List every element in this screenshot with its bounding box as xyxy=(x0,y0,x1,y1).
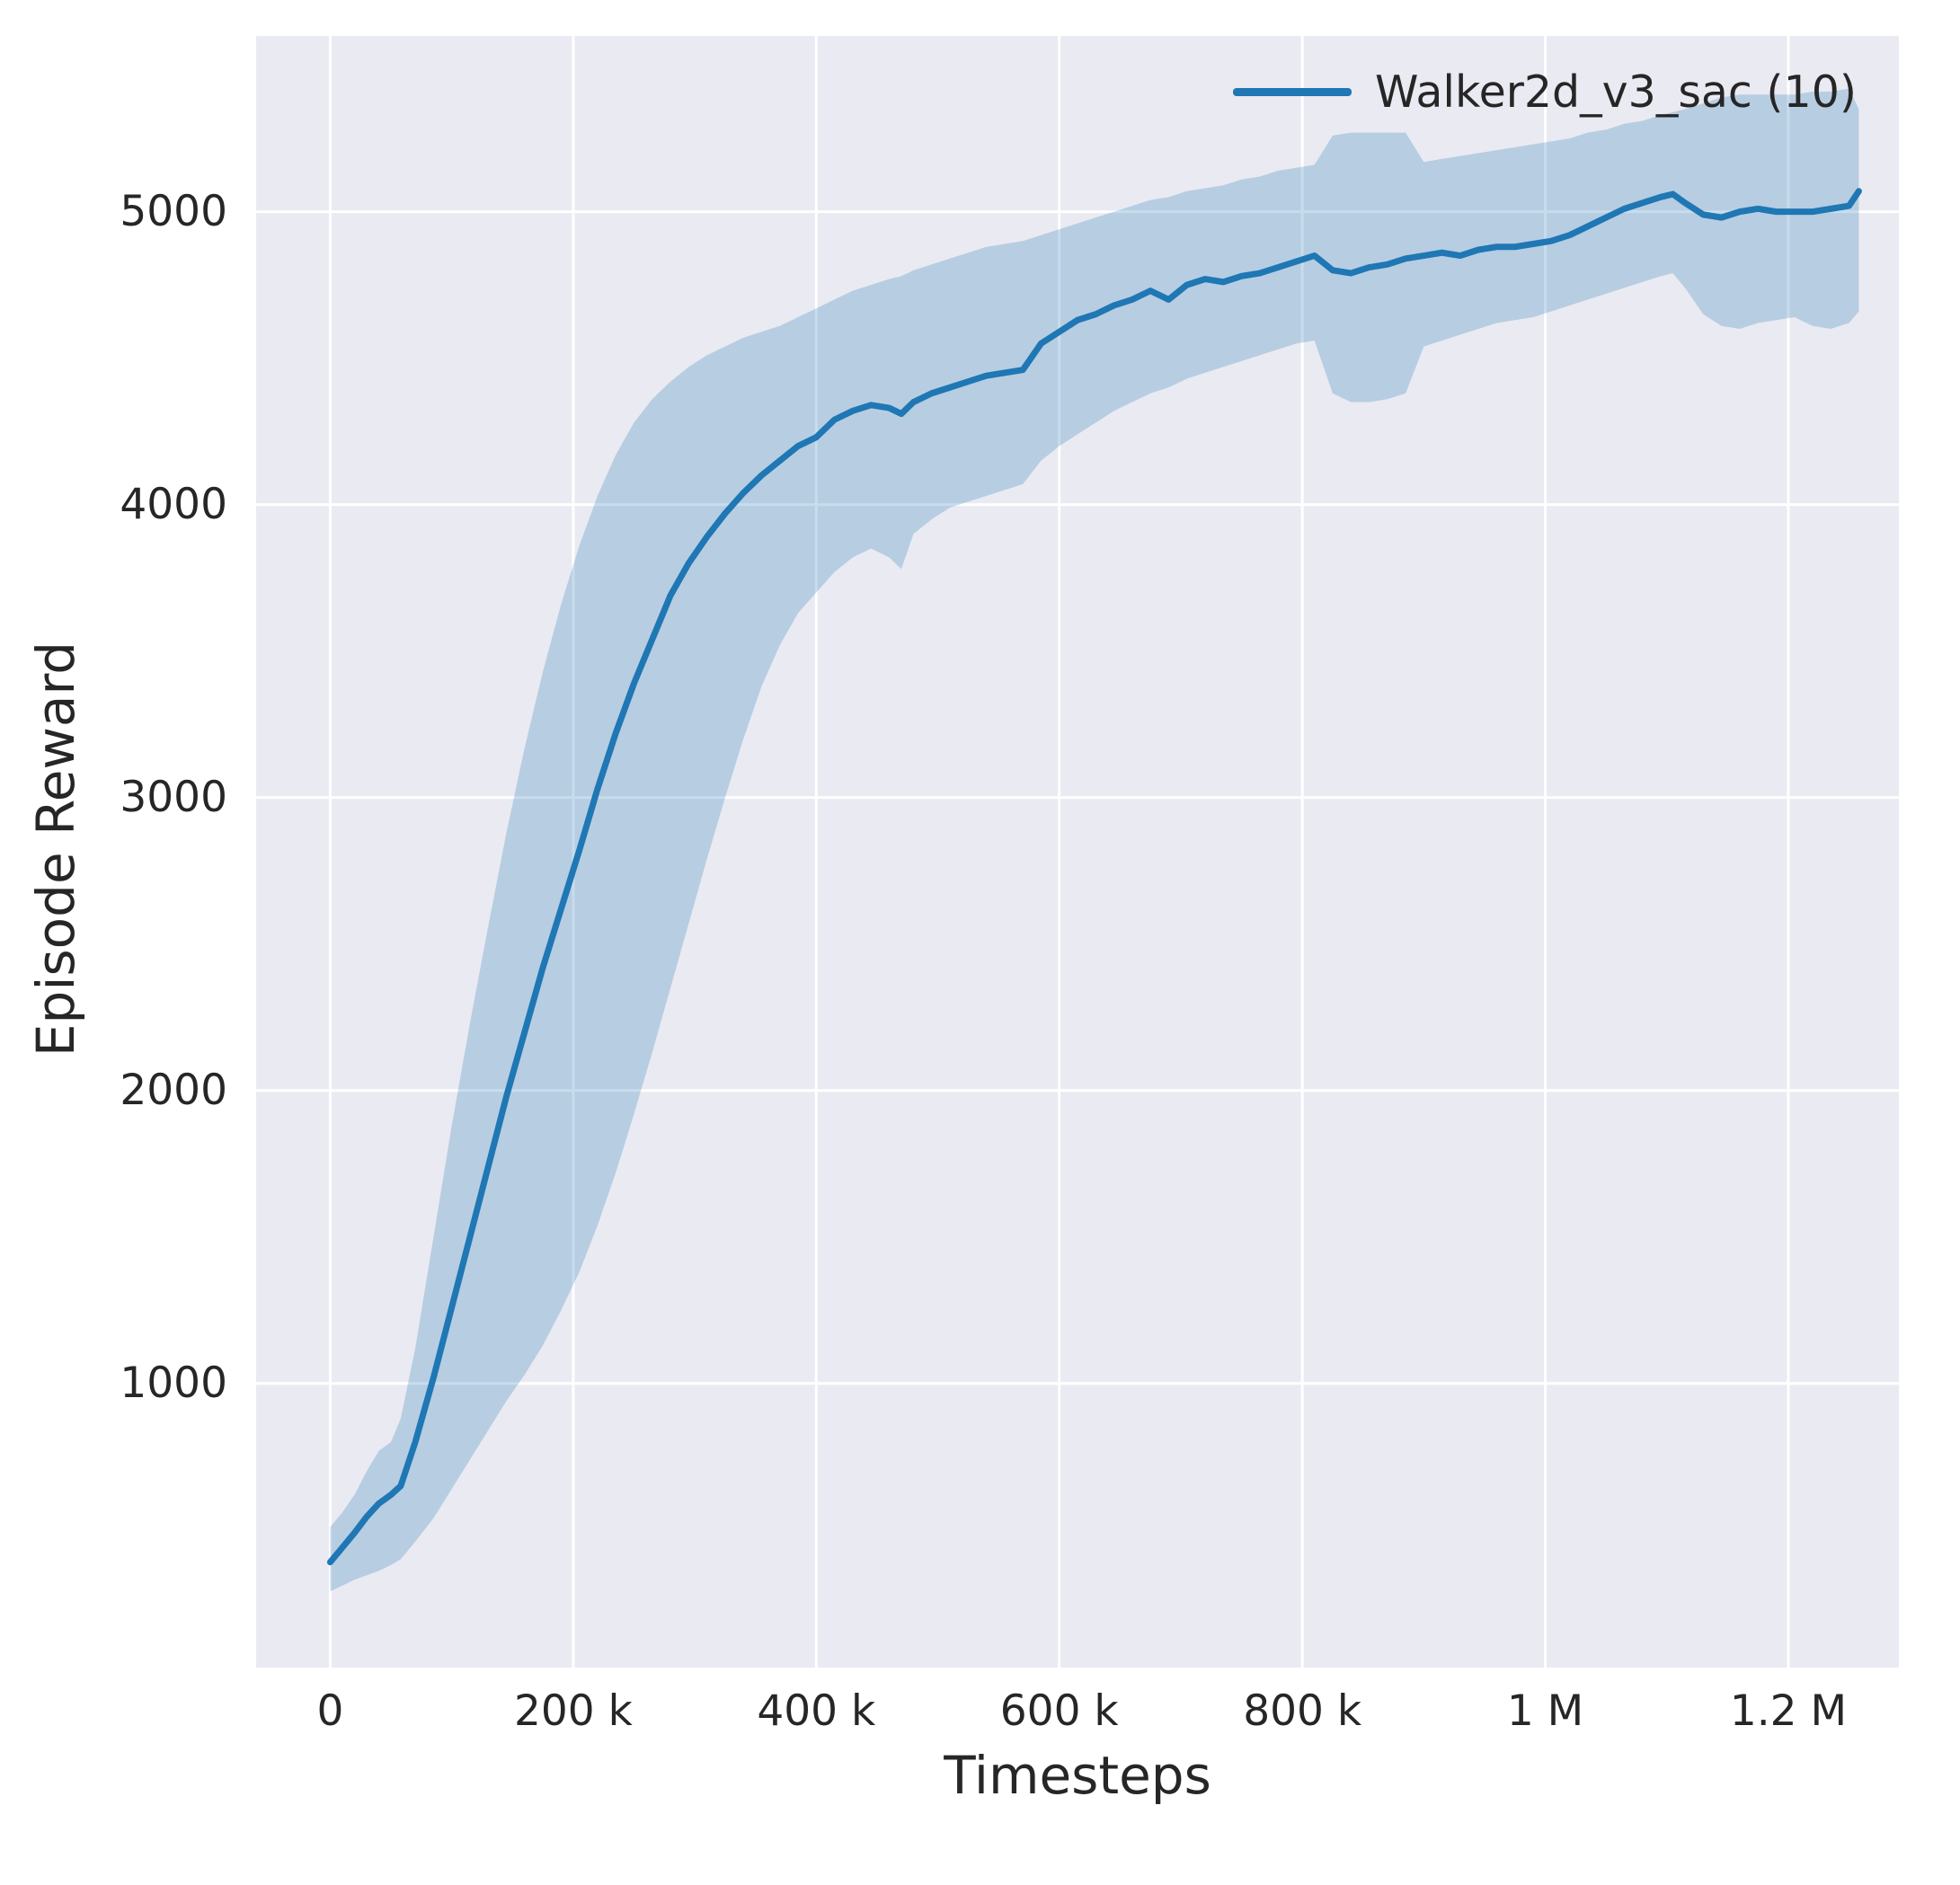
x-tick-label: 1 M xyxy=(1507,1686,1583,1736)
y-tick-label: 3000 xyxy=(120,773,227,822)
y-tick-label: 1000 xyxy=(120,1358,227,1408)
y-tick-label: 5000 xyxy=(120,187,227,236)
x-axis-label: Timesteps xyxy=(944,1745,1211,1806)
plot-area xyxy=(256,36,1899,1668)
x-tick-label: 800 k xyxy=(1243,1686,1362,1736)
legend-label: Walker2d_v3_sac (10) xyxy=(1375,66,1857,118)
series-line xyxy=(326,188,1862,1566)
x-tick-label: 400 k xyxy=(757,1686,876,1736)
y-axis-label: Episode Reward xyxy=(25,641,86,1058)
x-tick-label: 1.2 M xyxy=(1730,1686,1847,1736)
y-tick-label: 4000 xyxy=(120,480,227,529)
legend-line-swatch xyxy=(1233,88,1352,96)
confidence-band xyxy=(330,88,1859,1592)
legend: Walker2d_v3_sac (10) xyxy=(1233,66,1857,118)
y-tick-label: 2000 xyxy=(120,1066,227,1115)
x-tick-label: 0 xyxy=(317,1686,344,1736)
x-tick-label: 200 k xyxy=(514,1686,634,1736)
x-tick-label: 600 k xyxy=(1000,1686,1120,1736)
